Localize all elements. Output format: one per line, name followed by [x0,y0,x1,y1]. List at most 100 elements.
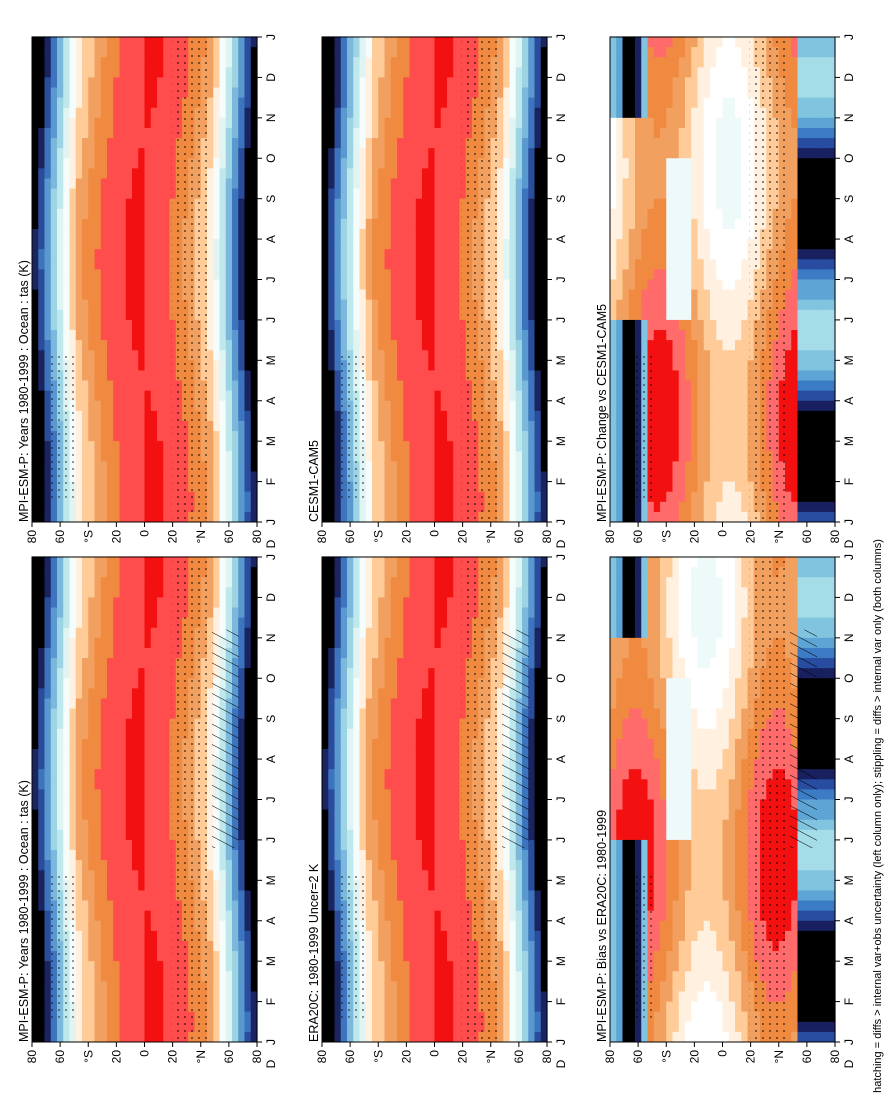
y-tick-label: 60 [53,1050,67,1064]
heat-cell [428,768,436,780]
heat-cell [57,859,64,871]
heat-cell [113,809,121,820]
x-tick-label: A [554,755,568,763]
heat-cell [63,809,71,820]
heat-cell [244,748,252,760]
heat-cell [703,920,711,931]
heat-cell [113,819,121,830]
heat-cell [660,758,667,770]
heat-cell [138,707,146,719]
heat-cell [434,758,442,770]
heat-cell [328,950,336,962]
heat-cell [716,990,724,1002]
y-tick-label: 80 [540,1050,554,1064]
heat-cell [710,707,717,719]
heat-cell [616,809,624,820]
heat-cell [453,1031,461,1042]
heat-cell [113,606,121,618]
heat-cell [741,667,749,679]
heat-cell [82,738,89,749]
heat-cell [447,1000,454,1012]
heat-cell [219,899,227,911]
heat-cell [434,819,442,830]
heat-cell [75,768,83,780]
heat-cell [816,819,824,830]
heat-cell [440,768,448,780]
heat-cell [822,768,830,780]
heat-cell [365,627,373,638]
heat-cell [716,718,724,729]
heat-cell [660,859,667,871]
heat-cell [534,576,542,588]
heat-cell [390,778,398,790]
heat-cell [119,677,127,689]
heat-cell [219,849,227,861]
heat-cell [722,1021,730,1032]
heat-cell [322,889,329,901]
heat-cell [138,556,146,568]
heat-cell [125,899,133,911]
heat-cell [347,576,354,588]
heat-cell [403,809,411,820]
heat-cell [422,576,429,588]
heat-cell [722,667,730,679]
heat-cell [522,920,529,931]
heat-cell [353,566,361,578]
heat-cell [672,940,680,952]
heat-cell [44,950,52,962]
heat-cell [163,576,171,588]
heat-cell [157,556,164,568]
heat-cell [384,748,392,760]
heat-cell [722,657,730,669]
heat-cell [515,869,523,881]
heat-cell [440,839,448,851]
heat-cell [828,657,836,669]
heat-cell [82,1000,89,1012]
heat-cell [528,596,536,608]
heat-cell [447,556,454,568]
heat-cell [390,788,398,800]
heat-cell [250,950,258,962]
heat-cell [610,738,617,749]
heat-cell [107,667,114,679]
heat-cell [82,768,89,780]
heat-cell [428,637,436,648]
heat-cell [372,819,379,830]
heat-cell [75,920,83,931]
heat-cell [403,970,411,982]
heat-cell [822,687,830,699]
heat-cell [144,647,152,659]
y-tick-label: 80 [315,1050,329,1064]
heat-cell [328,990,336,1002]
heat-cell [244,687,252,699]
heat-cell [522,990,529,1002]
heat-cell [157,950,164,962]
heat-cell [678,697,686,709]
heat-cell [38,798,46,810]
heat-cell [741,687,749,699]
heat-cell [422,566,429,578]
heat-cell [440,596,448,608]
heat-cell [378,617,386,628]
heat-cell [244,697,252,709]
heat-cell [822,859,830,871]
heat-cell [534,849,542,861]
heat-cell [666,879,674,891]
heat-cell [415,930,423,941]
heat-cell [610,920,617,931]
heat-cell [540,586,548,598]
heat-cell [94,920,102,931]
heat-cell [397,687,404,699]
heat-cell [353,768,361,780]
heat-cell [691,718,699,729]
heat-cell [622,809,630,820]
heat-cell [75,960,83,972]
heat-cell [157,768,164,780]
heat-cell [322,1031,329,1042]
heat-cell [434,889,442,901]
heat-cell [666,899,674,911]
heat-cell [50,738,58,749]
heat-cell [163,940,171,952]
heat-cell [372,920,379,931]
heat-cell [157,889,164,901]
